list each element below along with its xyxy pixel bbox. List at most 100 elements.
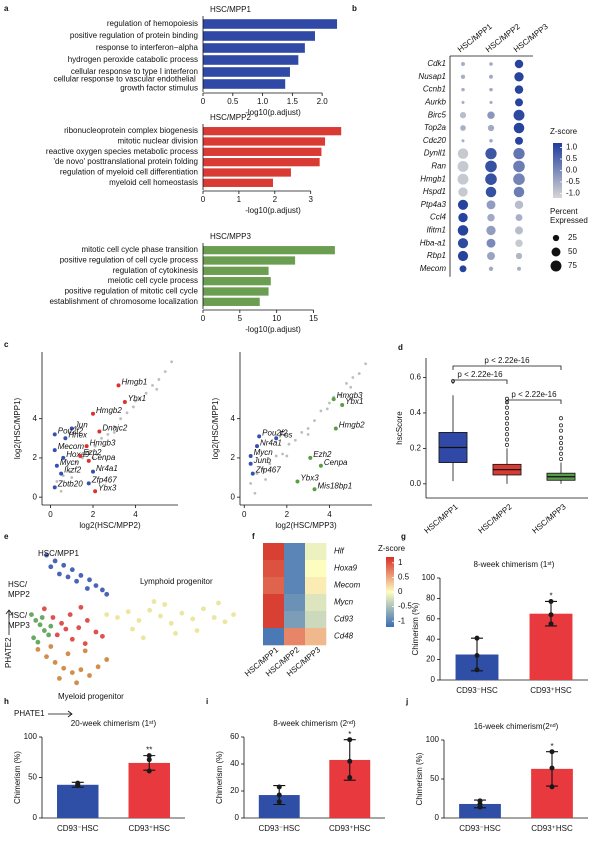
point-label: Fos [279, 430, 292, 439]
colorbar-tick-label: -0.5 [398, 602, 412, 611]
x-tick-label: 0 [201, 195, 206, 204]
dot [515, 136, 523, 145]
point [35, 639, 41, 645]
colorbar-tick-label: 0.0 [566, 166, 578, 175]
point [78, 667, 84, 673]
point [84, 444, 89, 449]
x-tick-label: 2.0 [317, 97, 329, 106]
dot [458, 187, 468, 197]
gene-label: Hspd1 [423, 187, 446, 196]
dot [489, 100, 493, 104]
cluster-label-line: MPP2 [8, 590, 30, 599]
replicate-point [548, 621, 554, 627]
replicate-point [474, 635, 480, 641]
point [50, 615, 56, 620]
point [41, 628, 47, 633]
replicate-point [548, 612, 554, 618]
y-tick-label: 0 [231, 492, 236, 501]
y-category-label: ribonucleoprotein complex biogenesis [64, 126, 198, 135]
gene-label: Ccl4 [430, 213, 447, 222]
panel-letter: a [4, 4, 9, 13]
point [333, 426, 338, 431]
point-label: Pou2f2 [262, 428, 288, 437]
colorbar-tick-label: 0.5 [566, 154, 578, 163]
y-category-label: positive regulation of mitotic cell cycl… [65, 287, 199, 296]
point [86, 481, 91, 486]
point [112, 431, 116, 434]
point [65, 574, 71, 580]
y-tick-label: 0 [431, 675, 436, 684]
colorbar [553, 143, 562, 198]
point [274, 454, 278, 458]
bar [57, 784, 99, 818]
panel-title: HSC/MPP3 [210, 232, 251, 241]
y-axis-label: Chimerism (%) [411, 602, 420, 655]
y-axis-label: PHATE2 [4, 637, 13, 668]
chart-title: 8-week chimerism (1ˢᵗ) [474, 560, 555, 569]
y-tick-label: 4 [33, 414, 38, 423]
bar [203, 246, 335, 255]
heatmap-cell [305, 628, 327, 646]
bar [258, 795, 300, 818]
size-legend-label: 50 [568, 247, 577, 256]
point-label: Hmgb3 [337, 391, 363, 400]
point-label: Pou2f2 [58, 426, 84, 435]
point [211, 615, 217, 620]
point [78, 573, 84, 578]
point-label: Mycn [60, 458, 80, 467]
point [257, 434, 262, 439]
heatmap-cell [284, 543, 306, 561]
point [248, 461, 253, 466]
point [41, 606, 47, 612]
bar [203, 158, 320, 167]
y-category-label-line: regulation of hemopoiesis [107, 19, 198, 28]
y-category-label-line: mitotic nuclear division [118, 137, 198, 146]
point [119, 417, 123, 421]
point [163, 370, 167, 374]
dot [515, 214, 523, 222]
outlier [559, 441, 563, 446]
dot [457, 238, 469, 249]
heatmap-cell [305, 543, 327, 561]
panel-letter: i [206, 697, 208, 706]
outlier [505, 442, 509, 447]
point [306, 432, 310, 436]
point-label: Hmgb3 [90, 438, 116, 447]
x-tick-label: 0 [201, 314, 206, 323]
size-legend-label: 75 [568, 261, 577, 270]
size-legend-title-line: Percent [550, 207, 580, 216]
heatmap-cell [305, 611, 327, 629]
dot [457, 173, 469, 185]
dot [513, 109, 525, 121]
size-legend-title-line: Expressed [550, 216, 588, 225]
heatmap-cell [284, 628, 306, 646]
replicate-point [276, 799, 282, 805]
outlier [559, 446, 563, 451]
point [44, 654, 49, 660]
point [308, 455, 313, 460]
point [87, 673, 92, 678]
dot [487, 111, 495, 119]
x-tick-label: 1.0 [257, 97, 269, 106]
x-tick-label: 3 [308, 195, 313, 204]
row-label: Hoxa9 [334, 564, 358, 573]
y-tick-label: 20 [230, 786, 239, 795]
point [300, 431, 304, 434]
colorbar-tick-label: 1 [398, 558, 403, 567]
replicate-point [347, 758, 353, 764]
outlier [505, 410, 509, 415]
y-category-label: mitotic nuclear division [118, 137, 198, 146]
bar [459, 803, 501, 818]
point [95, 664, 101, 670]
replicate-point [548, 598, 554, 604]
point [67, 612, 73, 617]
point [87, 450, 91, 454]
x-tick-label: 0 [48, 510, 53, 519]
point [112, 425, 116, 428]
replicate-point [146, 757, 152, 763]
y-category-label-line: growth factor stimulus [120, 84, 198, 93]
x-axis-label: -log10(p.adjust) [245, 325, 301, 334]
cluster-label: HSC/MPP1 [38, 549, 79, 558]
cluster-label: HSC/MPP2 [8, 580, 30, 599]
